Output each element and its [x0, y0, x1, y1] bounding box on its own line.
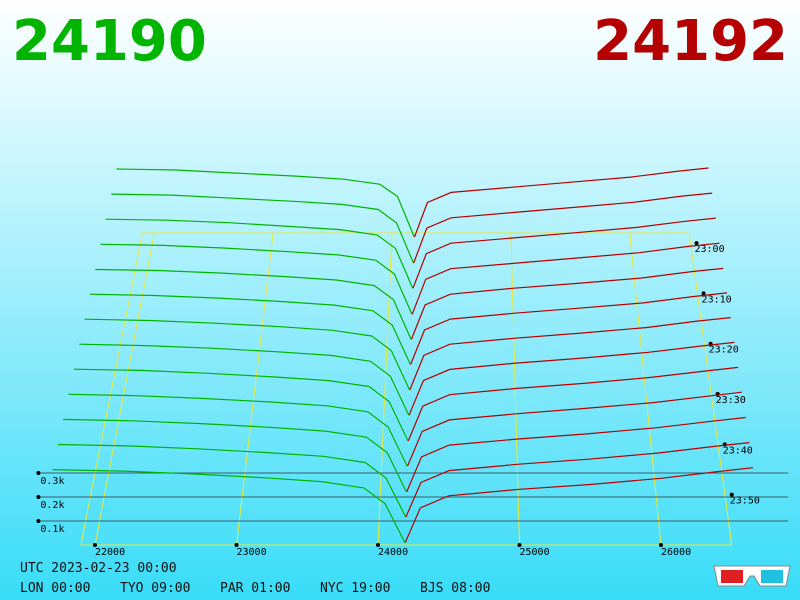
- x-tick-label: 26000: [661, 547, 691, 558]
- ask-depth-line: [413, 167, 709, 238]
- utc-time: UTC 2023-02-23 00:00: [20, 561, 177, 576]
- x-tick-label: 22000: [95, 547, 125, 558]
- x-tick-dot: [234, 543, 239, 547]
- floor: [80, 232, 733, 546]
- ask-depth-line: [407, 366, 739, 442]
- bid-depth-line: [63, 418, 407, 493]
- x-grid-line: [629, 232, 662, 546]
- x-grid-line: [377, 232, 393, 546]
- ask-depth-line: [413, 192, 713, 264]
- x-tick-dot: [93, 543, 97, 547]
- bid-depth-line: [68, 393, 408, 467]
- clocks: LON 00:00 TYO 09:00 PAR 01:00 NYC 19:00 BJS …: [20, 581, 490, 596]
- bid-depth-line: [79, 343, 410, 416]
- ask-depth-line: [410, 292, 728, 365]
- clock-label: BJS 08:00: [420, 581, 490, 596]
- clock-label: PAR 01:00: [220, 581, 290, 596]
- time-tick-label: 23:50: [730, 496, 760, 507]
- clock-label: TYO 09:00: [120, 581, 190, 596]
- clock-label: NYC 19:00: [320, 581, 390, 596]
- y-tick-label: 0.2k: [40, 500, 64, 511]
- ask-depth-line: [405, 442, 750, 518]
- y-tick-label: 0.3k: [40, 476, 64, 487]
- x-tick-label: 23000: [237, 547, 267, 558]
- x-tick-dot: [517, 543, 522, 547]
- ask-depth-line: [411, 242, 720, 315]
- best-bid: 24190: [12, 9, 207, 74]
- time-tick-label: 23:10: [702, 294, 732, 305]
- bid-depth-line: [116, 168, 415, 238]
- bid-depth-line: [73, 368, 409, 442]
- x-tick-label: 25000: [520, 547, 550, 558]
- ask-depth-line: [406, 391, 742, 467]
- y-tick-dot: [36, 471, 41, 475]
- x-tick-label: 24000: [378, 547, 408, 558]
- bid-depth-line: [100, 243, 413, 315]
- best-ask: 24192: [593, 9, 788, 74]
- bid-depth-line: [89, 293, 411, 365]
- x-grid-line: [94, 232, 155, 546]
- y-tick-label: 0.1k: [40, 524, 64, 535]
- time-tick-label: 23:00: [695, 244, 725, 255]
- bid-depth-line: [52, 469, 406, 543]
- ask-depth-line: [406, 416, 746, 493]
- ask-depth-line: [408, 341, 735, 416]
- 3d-glasses-icon: [713, 565, 791, 587]
- time-tick-dot: [694, 241, 699, 246]
- x-tick-dot: [376, 543, 380, 547]
- time-tick-label: 23:20: [709, 345, 739, 356]
- depth-scene: 22000 23000 24000 25000 26000 0.1k 0.2k 0.3k 23:…: [36, 167, 789, 558]
- bid-depth-line: [57, 443, 407, 518]
- bid-depth-line: [95, 268, 412, 340]
- time-tick-label: 23:30: [716, 395, 746, 406]
- clock-label: LON 00:00: [20, 581, 90, 596]
- time-tick-label: 23:40: [723, 445, 753, 456]
- ask-depth-line: [409, 317, 731, 391]
- time-tick-dot: [729, 492, 734, 497]
- y-tick-dot: [36, 495, 41, 499]
- bid-depth-line: [111, 193, 415, 264]
- bid-depth-line: [105, 218, 414, 289]
- time-tick-dot: [701, 291, 706, 296]
- ask-depth-line: [412, 217, 716, 289]
- ask-depth-line: [404, 467, 754, 543]
- x-tick-dot: [659, 543, 663, 547]
- ask-depth-line: [410, 267, 724, 340]
- x-grid-line: [236, 232, 274, 546]
- bid-depth-line: [84, 318, 411, 391]
- y-tick-dot: [36, 519, 41, 523]
